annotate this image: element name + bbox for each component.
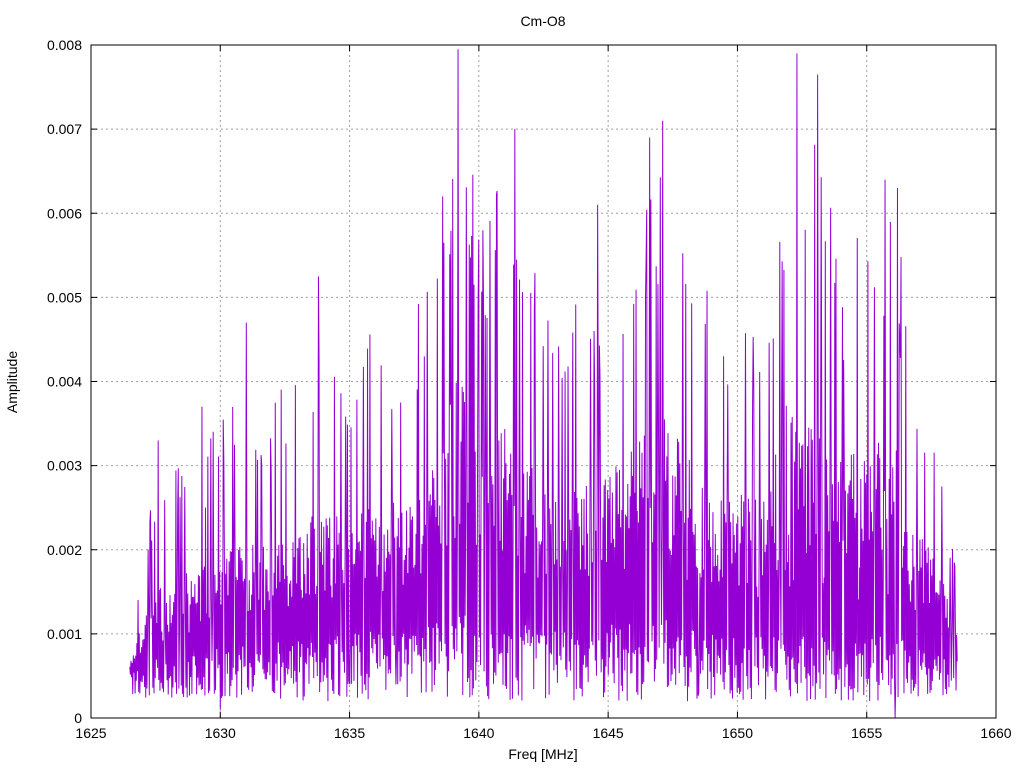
- plot-area: [129, 49, 958, 718]
- x-tick-label: 1635: [334, 725, 365, 741]
- x-tick-label: 1630: [205, 725, 236, 741]
- series-line: [129, 49, 958, 718]
- x-axis-title: Freq [MHz]: [508, 746, 577, 762]
- x-tick-labels: 1625 1630 1635 1640 1645 1650 1655 1660: [75, 725, 1011, 741]
- chart-title: Cm-O8: [520, 13, 565, 29]
- y-tick-label: 0: [74, 710, 82, 726]
- y-tick-label: 0.001: [47, 626, 82, 642]
- y-tick-label: 0.003: [47, 458, 82, 474]
- x-tick-label: 1650: [722, 725, 753, 741]
- y-axis-title: Amplitude: [4, 351, 20, 413]
- axis-ticks: [90, 44, 997, 719]
- y-tick-label: 0.007: [47, 121, 82, 137]
- y-tick-label: 0.008: [47, 37, 82, 53]
- y-tick-label: 0.002: [47, 542, 82, 558]
- y-tick-label: 0.005: [47, 289, 82, 305]
- x-tick-label: 1625: [75, 725, 106, 741]
- x-tick-label: 1660: [980, 725, 1011, 741]
- x-tick-label: 1645: [593, 725, 624, 741]
- y-tick-labels: 0 0.001 0.002 0.003 0.004 0.005 0.006 0.007 0.00…: [47, 37, 82, 726]
- x-tick-label: 1640: [463, 725, 494, 741]
- y-tick-label: 0.006: [47, 205, 82, 221]
- y-tick-label: 0.004: [47, 374, 82, 390]
- x-tick-label: 1655: [851, 725, 882, 741]
